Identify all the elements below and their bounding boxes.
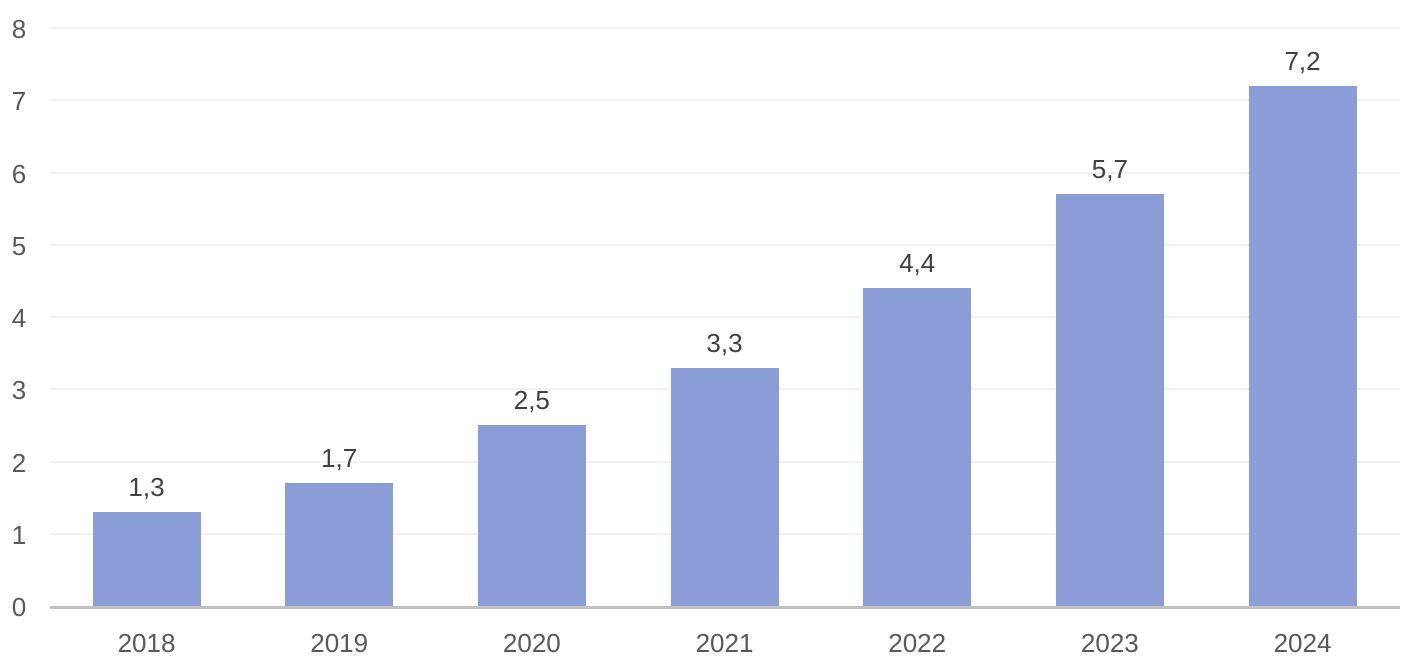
bar-value-label: 4,4 [899, 248, 936, 279]
y-tick-label: 3 [11, 375, 27, 406]
y-tick-label: 6 [11, 158, 27, 189]
bar-2021 [670, 367, 779, 606]
gridline [50, 243, 1400, 246]
bar-2023 [1055, 194, 1164, 606]
bar-2018 [92, 512, 201, 606]
gridline [50, 99, 1400, 102]
bar-2020 [477, 425, 586, 606]
x-tick-label: 2024 [1273, 628, 1332, 658]
x-tick-label: 2018 [117, 628, 176, 658]
y-tick-label: 2 [11, 447, 27, 478]
bar-value-label: 1,7 [321, 443, 358, 474]
gridline [50, 27, 1400, 29]
y-tick-label: 0 [11, 592, 27, 622]
x-tick-label: 2021 [695, 628, 754, 658]
bar-2019 [285, 483, 394, 606]
x-tick-label: 2019 [310, 628, 369, 658]
bar-value-label: 2,5 [513, 385, 550, 416]
y-tick-label: 5 [11, 230, 27, 261]
bar-2024 [1248, 85, 1357, 606]
gridline [50, 171, 1400, 174]
y-tick-label: 4 [11, 303, 27, 333]
x-axis-line [50, 606, 1400, 609]
y-tick-label: 7 [11, 86, 27, 117]
y-tick-label: 1 [11, 519, 27, 550]
gridline [50, 316, 1400, 318]
y-tick-label: 8 [11, 14, 27, 44]
bar-value-label: 3,3 [706, 327, 743, 358]
bar-value-label: 1,3 [128, 472, 165, 503]
bar-value-label: 7,2 [1284, 45, 1321, 76]
x-tick-label: 2023 [1080, 628, 1139, 658]
x-tick-label: 2020 [502, 628, 561, 658]
bar-value-label: 5,7 [1091, 154, 1128, 185]
x-tick-label: 2022 [888, 628, 947, 658]
bar-2022 [863, 288, 972, 606]
